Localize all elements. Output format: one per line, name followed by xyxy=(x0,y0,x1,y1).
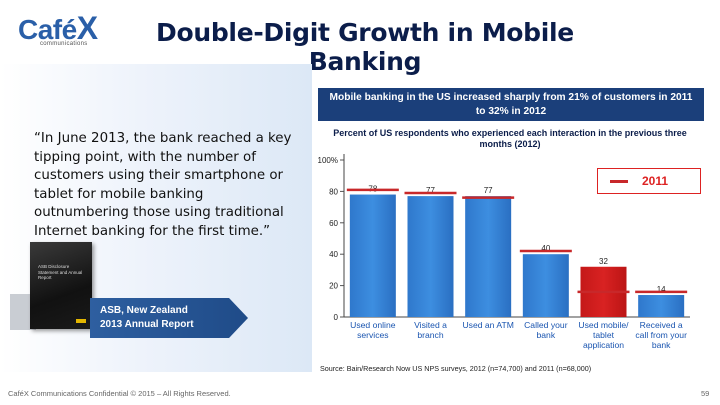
bar-value-label: 32 xyxy=(599,257,608,266)
y-tick-label: 60 xyxy=(329,219,338,228)
chart-source: Source: Bain/Research Now US NPS surveys… xyxy=(320,364,592,373)
banner-line-2: 2013 Annual Report xyxy=(100,319,194,330)
logo-text: Café xyxy=(18,14,77,45)
bar xyxy=(407,196,454,317)
x-category-label: bank xyxy=(652,340,671,350)
x-category-label: call from your xyxy=(635,330,687,340)
x-category-label: tablet xyxy=(593,330,615,340)
x-category-label: application xyxy=(583,340,624,350)
report-cover-text: ASB Disclosure Statement and Annual Repo… xyxy=(38,264,83,280)
report-banner: ASB, New Zealand 2013 Annual Report xyxy=(90,298,248,338)
report-cover-mark xyxy=(76,319,86,323)
bar-value-label: 40 xyxy=(541,244,550,253)
y-tick-label: 40 xyxy=(329,250,338,259)
y-tick-label: 0 xyxy=(334,313,339,322)
x-category-label: Called your xyxy=(524,320,568,330)
bar-value-label: 77 xyxy=(426,186,435,195)
x-category-label: Used mobile/ xyxy=(578,320,629,330)
bar xyxy=(638,295,685,317)
chart-title: Percent of US respondents who experience… xyxy=(333,128,687,149)
legend-marker-icon xyxy=(610,180,628,183)
x-category-label: Used online xyxy=(350,320,396,330)
headline-text: Mobile banking in the US increased sharp… xyxy=(329,92,693,117)
chart-legend: 2011 xyxy=(597,168,701,194)
logo-x: X xyxy=(76,10,98,46)
bar xyxy=(465,196,512,317)
bar-value-label: 77 xyxy=(484,186,493,195)
logo-subtext: communications xyxy=(40,41,88,47)
banner-line-1: ASB, New Zealand xyxy=(100,305,188,316)
headline-box: Mobile banking in the US increased sharp… xyxy=(318,88,704,121)
x-category-label: Visited a xyxy=(414,320,447,330)
annual-report-cover: ASB Disclosure Statement and Annual Repo… xyxy=(30,242,92,329)
page-number: 59 xyxy=(701,389,710,398)
y-tick-label: 100% xyxy=(318,156,338,165)
bar-value-label: 14 xyxy=(657,285,666,294)
bar xyxy=(522,254,569,317)
x-category-label: bank xyxy=(537,330,556,340)
cafex-logo: CaféX communications xyxy=(18,10,118,50)
x-category-label: services xyxy=(357,330,389,340)
x-category-label: branch xyxy=(417,330,443,340)
x-category-label: Used an ATM xyxy=(462,320,513,330)
quote-text: “In June 2013, the bank reached a key ti… xyxy=(34,131,292,239)
slide-title: Double-Digit Growth in Mobile Banking xyxy=(156,18,574,76)
x-category-label: Received a xyxy=(640,320,683,330)
y-tick-label: 80 xyxy=(329,187,338,196)
legend-label: 2011 xyxy=(642,174,669,188)
y-tick-label: 20 xyxy=(329,282,338,291)
footer-text: CaféX Communications Confidential © 2015… xyxy=(8,389,231,398)
bar xyxy=(349,194,396,317)
